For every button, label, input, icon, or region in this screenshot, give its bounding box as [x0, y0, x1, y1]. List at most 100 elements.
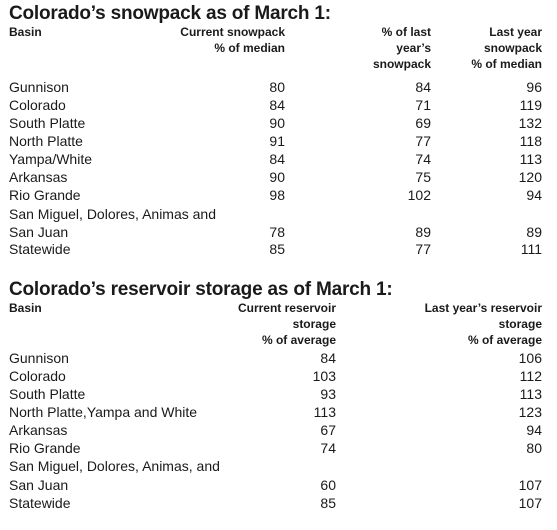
current-storage-value: 74: [320, 440, 336, 456]
snowpack-current-header-line-1: Current snowpack: [180, 25, 285, 39]
basin-name: Colorado: [9, 368, 66, 384]
last-year-storage-value: 80: [526, 440, 542, 456]
current-snowpack-value: 84: [269, 97, 285, 113]
last-year-median-value: 89: [526, 224, 542, 240]
last-year-median-value: 96: [526, 79, 542, 95]
snowpack-row: Yampa/White 84 74 113: [0, 150, 557, 168]
pct-last-year-value: 75: [415, 169, 431, 185]
reservoir-row: Colorado 103 112: [0, 367, 557, 385]
reservoir-current-header: Current reservoir storage % of average: [238, 300, 336, 348]
reservoir-current-header-line-3: % of average: [261, 333, 336, 347]
basin-name: Rio Grande: [9, 187, 81, 203]
current-snowpack-value: 78: [269, 224, 285, 240]
current-storage-value: 84: [320, 350, 336, 366]
current-storage-value: 67: [320, 422, 336, 438]
reservoir-basin-header: Basin: [9, 301, 42, 315]
snowpack-last-year-header: Last year snowpack % of median: [471, 24, 542, 72]
snowpack-row: North Platte 91 77 118: [0, 132, 557, 150]
reservoir-row: Arkansas 67 94: [0, 421, 557, 439]
basin-name: Gunnison: [9, 350, 69, 366]
last-year-storage-value: 107: [518, 495, 542, 511]
current-storage-value: 113: [313, 404, 336, 420]
reservoir-row: Rio Grande 74 80: [0, 439, 557, 457]
reservoir-last-year-header-line-3: % of average: [467, 333, 542, 347]
snowpack-row: Colorado 84 71 119: [0, 96, 557, 114]
last-year-storage-value: 94: [526, 422, 542, 438]
last-year-storage-value: 123: [518, 404, 542, 420]
reservoir-last-year-header: Last year’s reservoir storage % of avera…: [425, 300, 542, 348]
reservoir-last-year-header-line-2: storage: [498, 317, 542, 331]
snowpack-row: Rio Grande 98 102 94: [0, 186, 557, 204]
current-storage-value: 103: [312, 368, 336, 384]
snowpack-last-year-header-line-1: Last year: [489, 25, 542, 39]
basin-name: Yampa/White: [9, 151, 92, 167]
snowpack-current-header-line-2: % of median: [214, 41, 285, 55]
snowpack-title: Colorado’s snowpack as of March 1:: [9, 3, 331, 24]
snowpack-last-year-header-line-2: snowpack: [483, 41, 542, 55]
current-snowpack-value: 90: [269, 169, 285, 185]
basin-name: San Miguel, Dolores, Animas, and: [9, 458, 220, 474]
basin-name: Statewide: [9, 495, 71, 511]
current-storage-value: 85: [320, 495, 336, 511]
basin-name: North Platte: [9, 133, 83, 149]
snowpack-pct-last-header-line-3: snowpack: [372, 57, 431, 71]
snowpack-row: South Platte 90 69 132: [0, 114, 557, 132]
pct-last-year-value: 77: [415, 133, 431, 149]
current-snowpack-value: 80: [269, 79, 285, 95]
reservoir-row: South Platte 93 113: [0, 385, 557, 403]
last-year-storage-value: 106: [518, 350, 542, 366]
basin-name: South Platte: [9, 386, 86, 402]
snowpack-pct-last-header-line-2: year’s: [396, 41, 431, 55]
snowpack-row: Arkansas 90 75 120: [0, 168, 557, 186]
reservoir-current-header-line-1: Current reservoir: [237, 301, 336, 315]
pct-last-year-value: 69: [415, 115, 431, 131]
last-year-median-value: 113: [519, 151, 542, 167]
last-year-median-value: 118: [519, 133, 542, 149]
current-storage-value: 93: [320, 386, 336, 402]
snowpack-row: San Miguel, Dolores, Animas and: [0, 205, 557, 223]
snowpack-current-header: Current snowpack % of median: [180, 24, 285, 56]
last-year-median-value: 132: [518, 115, 542, 131]
basin-name: Arkansas: [9, 169, 68, 185]
basin-name: South Platte: [9, 115, 86, 131]
basin-name: Statewide: [9, 241, 71, 257]
basin-name: San Miguel, Dolores, Animas and: [9, 206, 216, 222]
last-year-median-value: 111: [520, 241, 542, 257]
pct-last-year-value: 102: [407, 187, 431, 203]
pct-last-year-value: 77: [415, 241, 431, 257]
basin-name: Gunnison: [9, 79, 69, 95]
basin-name: Rio Grande: [9, 440, 81, 456]
last-year-median-value: 94: [526, 187, 542, 203]
last-year-storage-value: 113: [519, 386, 542, 402]
pct-last-year-value: 71: [415, 97, 431, 113]
snowpack-basin-header: Basin: [9, 25, 42, 39]
current-snowpack-value: 91: [269, 133, 285, 149]
pct-last-year-value: 84: [415, 79, 431, 95]
snowpack-pct-last-header-line-1: % of last: [381, 25, 431, 39]
pct-last-year-value: 74: [415, 151, 431, 167]
reservoir-row: Statewide 85 107: [0, 494, 557, 512]
reservoir-row: North Platte,Yampa and White 113 123: [0, 403, 557, 421]
snowpack-pct-last-header: % of last year’s snowpack: [373, 24, 431, 72]
basin-name: San Juan: [9, 477, 69, 493]
last-year-median-value: 120: [518, 169, 542, 185]
current-storage-value: 60: [320, 477, 336, 493]
current-snowpack-value: 98: [269, 187, 285, 203]
basin-name: San Juan: [9, 224, 69, 240]
current-snowpack-value: 85: [269, 241, 285, 257]
pct-last-year-value: 89: [415, 224, 431, 240]
last-year-storage-value: 112: [519, 368, 542, 384]
basin-name: Arkansas: [9, 422, 68, 438]
last-year-storage-value: 107: [518, 477, 542, 493]
snowpack-row: Gunnison 80 84 96: [0, 78, 557, 96]
reservoir-row: Gunnison 84 106: [0, 349, 557, 367]
basin-name: Colorado: [9, 97, 66, 113]
reservoir-current-header-line-2: storage: [292, 317, 336, 331]
current-snowpack-value: 90: [269, 115, 285, 131]
snowpack-row: San Juan 78 89 89: [0, 223, 557, 241]
snowpack-last-year-header-line-3: % of median: [471, 57, 542, 71]
snowpack-row: Statewide 85 77 111: [0, 240, 557, 258]
reservoir-row: San Miguel, Dolores, Animas, and: [0, 457, 557, 475]
reservoir-last-year-header-line-1: Last year’s reservoir: [424, 301, 542, 315]
